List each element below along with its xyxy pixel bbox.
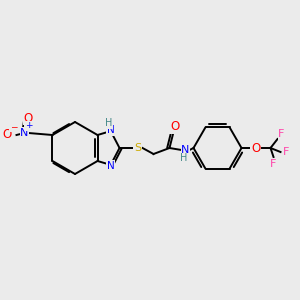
Text: O: O — [24, 112, 33, 124]
Text: N: N — [181, 145, 190, 155]
Text: O: O — [251, 142, 260, 154]
Text: H: H — [180, 153, 187, 163]
Text: N: N — [20, 128, 29, 138]
Text: S: S — [134, 143, 141, 153]
Text: N: N — [107, 161, 115, 171]
Text: +: + — [25, 122, 32, 130]
Text: −: − — [10, 122, 17, 131]
Text: F: F — [283, 147, 290, 157]
Text: O: O — [3, 128, 12, 140]
Text: N: N — [107, 125, 115, 135]
Text: F: F — [278, 129, 285, 139]
Text: O: O — [170, 121, 179, 134]
Text: H: H — [105, 118, 112, 128]
Text: F: F — [270, 159, 277, 169]
